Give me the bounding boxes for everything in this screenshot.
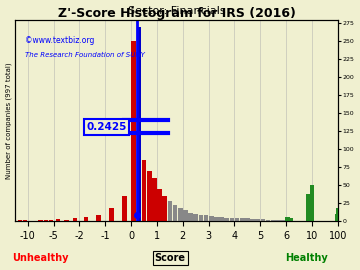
Bar [96,215,101,221]
Bar [199,215,203,221]
Bar [49,220,53,221]
Bar [109,208,114,221]
Bar [142,160,147,221]
Bar [219,217,224,221]
Bar [245,218,250,221]
Bar [39,220,43,221]
Y-axis label: Number of companies (997 total): Number of companies (997 total) [5,62,12,179]
Bar [152,178,157,221]
Bar [183,210,188,221]
Bar [214,217,219,221]
Text: The Research Foundation of SUNY: The Research Foundation of SUNY [24,52,144,58]
Bar [173,205,177,221]
Bar [271,220,275,221]
Bar [131,41,136,221]
Text: 0.2425: 0.2425 [86,122,127,132]
Bar [147,171,152,221]
Text: Healthy: Healthy [285,254,328,264]
Bar [250,219,255,221]
Bar [310,185,314,221]
Text: Score: Score [155,254,186,264]
Bar [224,218,229,221]
Bar [230,218,234,221]
Bar [162,196,167,221]
Bar [204,215,208,221]
Bar [122,196,127,221]
Bar [235,218,239,221]
Bar [178,208,183,221]
Bar [261,219,265,221]
Bar [336,208,341,221]
Bar [64,220,69,221]
Bar [167,201,172,221]
Bar [240,218,244,221]
Text: Sector: Financials: Sector: Financials [128,6,225,16]
Bar [288,218,293,221]
Bar [18,220,22,221]
Bar [281,220,286,221]
Bar [157,189,162,221]
Bar [55,219,60,221]
Text: Unhealthy: Unhealthy [13,254,69,264]
Bar [306,194,311,221]
Bar [335,214,339,221]
Bar [209,216,213,221]
Bar [193,214,198,221]
Text: ©www.textbiz.org: ©www.textbiz.org [24,36,94,45]
Bar [73,218,77,221]
Bar [136,27,141,221]
Bar [276,220,281,221]
Title: Z'-Score Histogram for IRS (2016): Z'-Score Histogram for IRS (2016) [58,7,296,20]
Bar [188,212,193,221]
Bar [255,219,260,221]
Bar [266,220,270,221]
Bar [285,217,290,221]
Bar [84,217,88,221]
